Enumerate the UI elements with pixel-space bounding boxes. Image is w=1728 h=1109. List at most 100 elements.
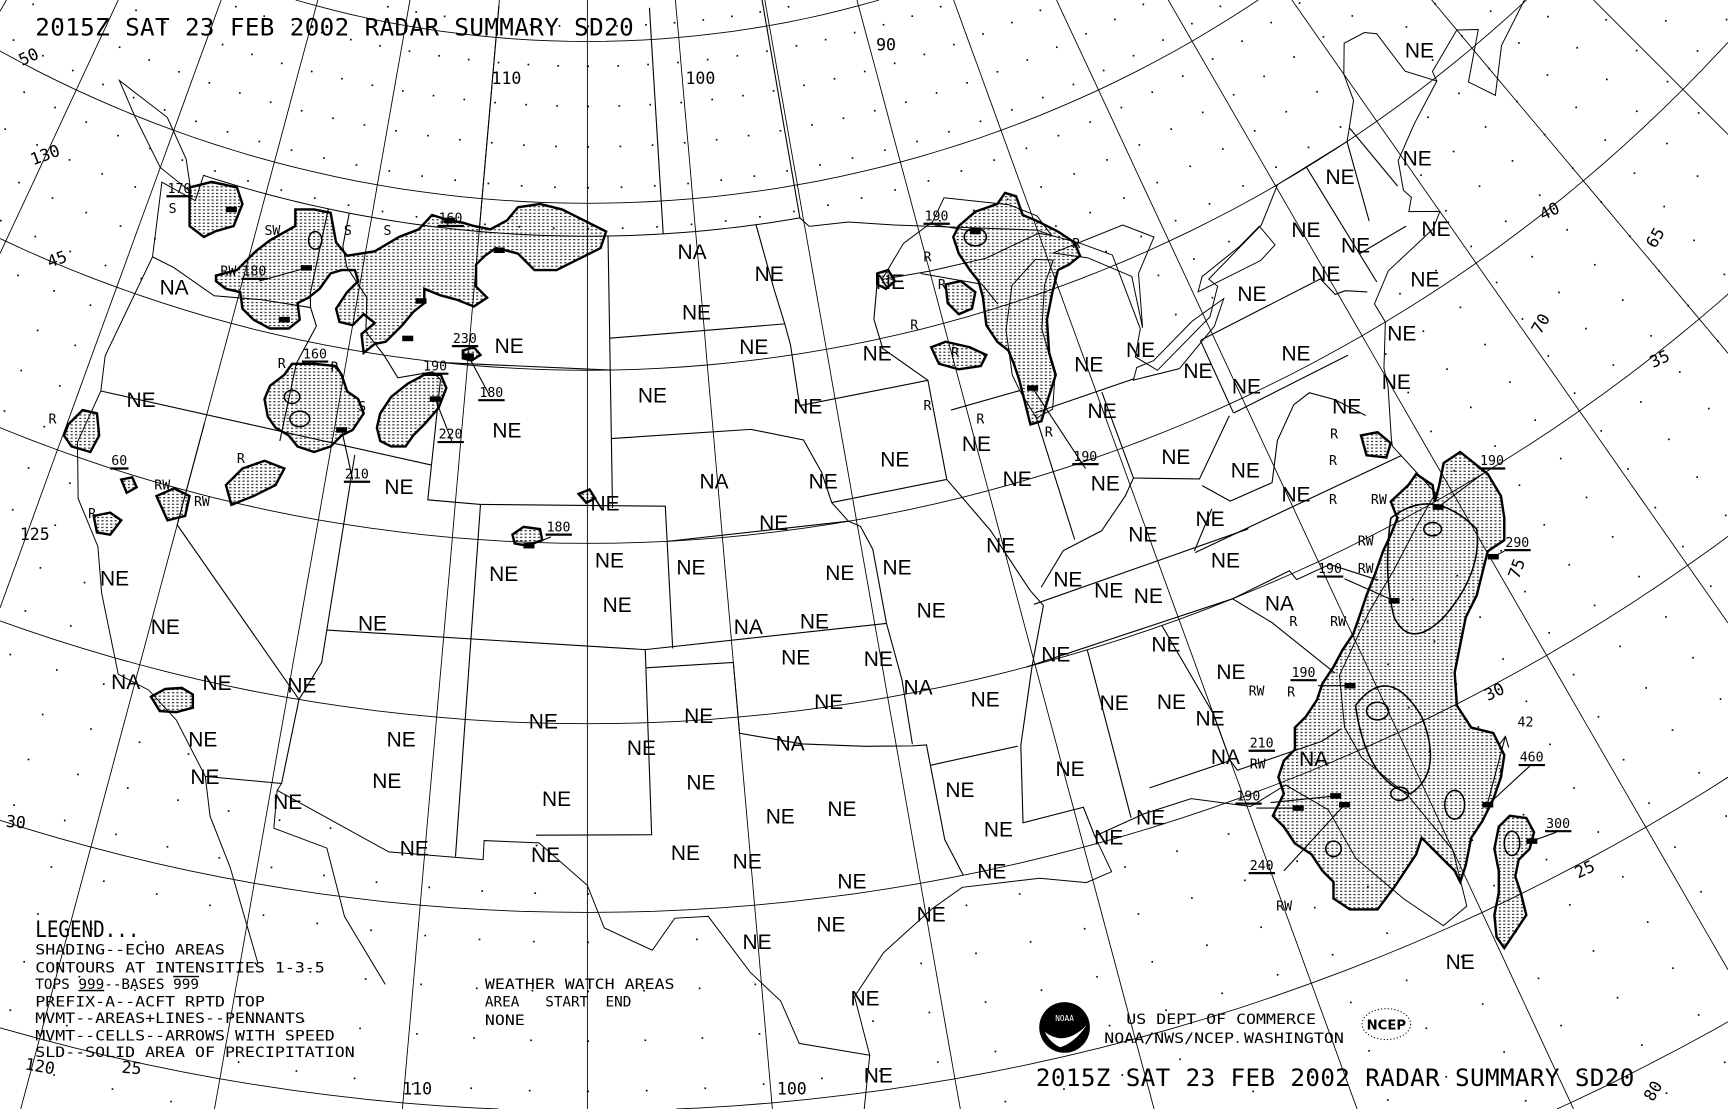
grid-dot	[102, 683, 105, 686]
no-echoes-label: NE	[1094, 826, 1123, 849]
no-echoes-label: NE	[825, 562, 854, 585]
grid-dot	[1106, 159, 1108, 161]
grid-dot	[873, 109, 876, 112]
state-border	[885, 623, 913, 745]
grid-dot	[295, 1070, 298, 1072]
grid-dot	[1285, 110, 1288, 113]
state-border	[1199, 340, 1235, 414]
no-echoes-label: NE	[1341, 234, 1370, 257]
grid-dot	[1206, 944, 1208, 947]
grid-dot	[1545, 858, 1548, 861]
echo-area	[92, 511, 123, 536]
grid-dot	[1696, 175, 1699, 177]
grid-dot	[715, 138, 718, 141]
grid-dot	[993, 159, 995, 161]
grid-dot	[50, 866, 53, 868]
meridian-line	[1291, 0, 1728, 624]
not-available-label: NA	[160, 276, 189, 299]
no-echoes-label: NE	[984, 819, 1013, 842]
grid-dot	[1241, 40, 1243, 43]
grid-dot	[42, 54, 44, 57]
grid-dot	[416, 1033, 418, 1035]
grid-dot	[1460, 955, 1463, 958]
grid-dot	[621, 227, 624, 230]
noaa-bird-icon	[1044, 1025, 1087, 1048]
echo-top-label: 160	[303, 347, 327, 362]
grid-dot	[683, 141, 686, 144]
no-echoes-label: NE	[684, 705, 713, 728]
grid-label: 120	[24, 1055, 57, 1079]
no-echoes-label: NE	[917, 904, 946, 927]
precip-type-label: RW	[220, 265, 236, 280]
echo-area	[188, 180, 244, 239]
grid-label: 110	[402, 1080, 432, 1099]
meridian-line	[675, 0, 773, 1109]
no-echoes-label: NE	[590, 492, 619, 515]
precip-type-label: R	[48, 412, 56, 427]
grid-dot	[1165, 1009, 1167, 1011]
grid-dot	[948, 130, 950, 133]
echo-area	[154, 487, 191, 522]
grid-dot	[680, 101, 683, 104]
grid-dot	[525, 103, 527, 106]
grid-dot	[69, 625, 72, 627]
state-border	[1305, 167, 1378, 283]
not-available-label: NA	[734, 616, 763, 639]
grid-dot	[1445, 209, 1447, 212]
intensity-contour	[1365, 701, 1390, 721]
grid-dot	[1227, 833, 1230, 835]
precip-type-label: RW	[1330, 615, 1346, 630]
grid-dot	[673, 21, 676, 24]
grid-dot	[74, 344, 77, 347]
grid-dot	[104, 264, 107, 267]
grid-dot	[938, 219, 941, 222]
grid-dot	[54, 106, 56, 109]
grid-dot	[1407, 391, 1410, 394]
no-echoes-label: NE	[1134, 585, 1163, 608]
intensity-contour	[1324, 840, 1342, 858]
intensity-contour	[1444, 789, 1466, 820]
meridian-line	[856, 0, 1155, 1109]
grid-dot	[415, 215, 418, 218]
grid-dot	[939, 5, 942, 8]
grid-dot	[1484, 126, 1487, 128]
precip-type-label: R	[331, 361, 339, 376]
grid-dot	[23, 960, 26, 963]
no-echoes-label: NE	[864, 1065, 893, 1088]
no-echoes-label: NE	[1332, 395, 1361, 418]
no-echoes-label: NE	[492, 420, 521, 443]
grid-dot	[1151, 91, 1154, 94]
grid-dot	[1619, 645, 1621, 648]
precip-type-label: S	[344, 224, 352, 239]
no-echoes-label: NE	[1237, 283, 1266, 306]
grid-dot	[966, 82, 968, 84]
noaa-logo-text: NOAA	[1055, 1014, 1074, 1023]
grid-dot	[556, 105, 558, 107]
label-leader-line	[1270, 795, 1336, 804]
state-border	[535, 649, 653, 836]
no-echoes-label: NE	[1161, 446, 1190, 469]
label-leader-line	[1283, 804, 1345, 872]
echo-area	[224, 459, 287, 507]
grid-dot	[1179, 1058, 1181, 1061]
grid-dot	[1055, 225, 1057, 227]
state-border	[1034, 414, 1076, 540]
grid-dot	[13, 804, 15, 806]
grid-dot	[762, 1083, 765, 1085]
legend-line-shading: SHADING--ECHO AREAS	[35, 943, 225, 959]
grid-dot	[1201, 111, 1204, 114]
grid-dot	[587, 105, 590, 108]
grid-dot	[1633, 172, 1636, 175]
grid-dot	[1568, 563, 1571, 566]
grid-dot	[1293, 1022, 1296, 1024]
grid-dot	[904, 101, 907, 104]
echo-area	[929, 340, 988, 371]
grid-dot	[459, 138, 461, 141]
echo-movement-marker	[402, 335, 414, 342]
grid-dot	[1470, 406, 1472, 409]
grid-dot	[111, 1088, 114, 1090]
grid-dot	[1646, 921, 1649, 923]
grid-dot	[1313, 906, 1316, 909]
grid-dot	[402, 90, 404, 92]
state-border	[1232, 563, 1379, 600]
